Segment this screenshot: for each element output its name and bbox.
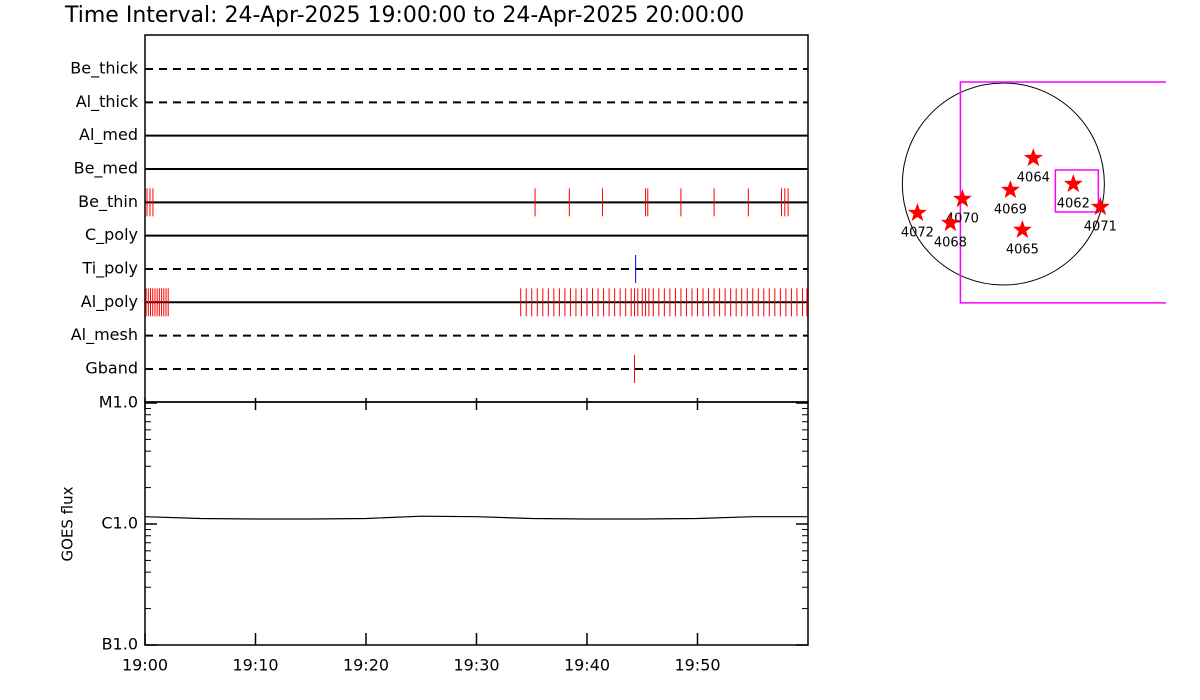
fov-box xyxy=(1054,169,1100,213)
x-tick-label: 19:50 xyxy=(674,656,720,675)
active-region-star xyxy=(907,203,927,222)
active-region-star xyxy=(1023,148,1043,167)
fov-box xyxy=(959,81,1166,304)
active-region-star xyxy=(952,189,972,208)
filter-label: C_poly xyxy=(85,225,138,245)
filter-label: Gband xyxy=(85,358,138,377)
filter-label: Be_thin xyxy=(78,192,138,212)
filter-label: Al_poly xyxy=(81,292,138,312)
x-tick-label: 19:30 xyxy=(453,656,499,675)
active-region-label: 4071 xyxy=(1084,219,1117,234)
x-tick-label: 19:40 xyxy=(564,656,610,675)
y-tick-label: M1.0 xyxy=(99,393,138,412)
y-axis-label: GOES flux xyxy=(59,486,77,561)
top-panel-frame xyxy=(144,34,809,403)
chart-title: Time Interval: 24-Apr-2025 19:00:00 to 2… xyxy=(64,3,744,28)
active-region-star xyxy=(1012,219,1032,238)
active-region-label: 4062 xyxy=(1057,197,1090,212)
filter-label: Ti_poly xyxy=(81,258,138,278)
filter-label: Al_med xyxy=(79,125,138,145)
goes-line xyxy=(144,515,808,520)
active-region-star xyxy=(1000,180,1020,198)
active-region-label: 4065 xyxy=(1006,242,1039,257)
active-region-star xyxy=(1063,174,1083,193)
y-tick-label: B1.0 xyxy=(102,635,138,654)
x-tick-label: 19:20 xyxy=(343,656,389,675)
bottom-panel-frame xyxy=(144,401,809,646)
filter-label: Al_mesh xyxy=(71,325,138,345)
y-tick-label: C1.0 xyxy=(101,514,138,533)
filter-label: Be_thick xyxy=(70,59,138,79)
active-region-label: 4068 xyxy=(934,236,967,251)
active-region-star xyxy=(1090,197,1110,216)
solar-disk xyxy=(901,82,1105,286)
active-region-star xyxy=(940,213,960,232)
active-region-label: 4064 xyxy=(1017,171,1050,186)
x-tick-label: 19:00 xyxy=(122,656,168,675)
active-region-label: 4069 xyxy=(994,202,1027,217)
filter-label: Be_med xyxy=(74,158,138,178)
x-tick-label: 19:10 xyxy=(232,656,278,675)
active-region-label: 4072 xyxy=(901,226,934,241)
filter-label: Al_thick xyxy=(76,92,139,112)
